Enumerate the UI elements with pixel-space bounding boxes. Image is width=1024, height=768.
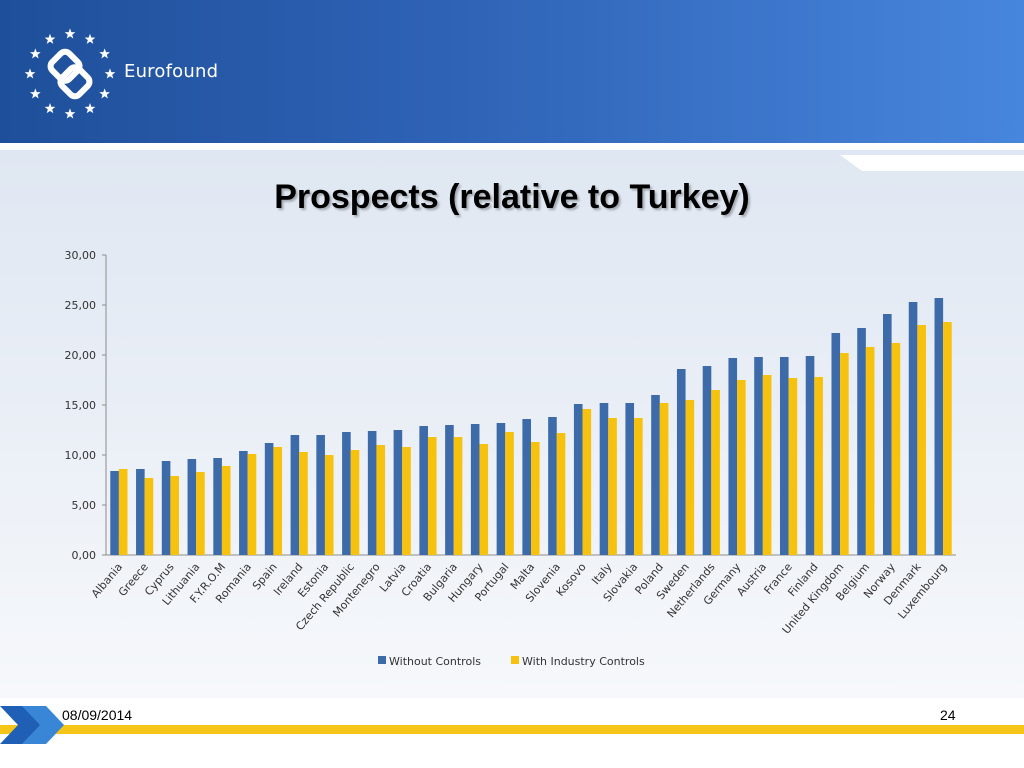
bar-with-industry-controls — [556, 433, 566, 555]
bar-with-industry-controls — [891, 343, 901, 555]
bar-without-controls — [316, 435, 325, 555]
bar-with-industry-controls — [582, 409, 592, 555]
bar-without-controls — [239, 451, 248, 555]
bar-with-industry-controls — [659, 403, 669, 555]
bar-without-controls — [573, 404, 583, 555]
legend-swatch — [511, 656, 519, 664]
bar-chart: 0,005,0010,0015,0020,0025,0030,00Albania… — [65, 249, 956, 668]
page-number: 24 — [940, 707, 956, 723]
bar-without-controls — [136, 469, 145, 555]
bar-without-controls — [625, 403, 635, 555]
bar-with-industry-controls — [170, 476, 179, 555]
bar-without-controls — [522, 419, 531, 555]
bar-with-industry-controls — [144, 478, 154, 555]
bar-without-controls — [883, 314, 892, 555]
logo-star-icon — [64, 108, 76, 119]
bar-with-industry-controls — [273, 447, 283, 555]
logo-star-icon — [30, 88, 41, 99]
bar-with-industry-controls — [376, 445, 386, 555]
bar-with-industry-controls — [402, 447, 411, 555]
bar-with-industry-controls — [840, 353, 849, 555]
bar-with-industry-controls — [505, 432, 514, 555]
bar-without-controls — [419, 426, 428, 555]
bar-without-controls — [779, 357, 789, 555]
y-tick-label: 0,00 — [72, 549, 97, 562]
eurofound-logo-icon — [24, 28, 116, 119]
bar-with-industry-controls — [788, 378, 798, 555]
bar-with-industry-controls — [221, 466, 231, 555]
logo-star-icon — [99, 88, 110, 99]
slide-content-area — [0, 150, 1024, 698]
bar-with-industry-controls — [479, 444, 489, 555]
bar-with-industry-controls — [299, 452, 308, 555]
legend-label: Without Controls — [389, 655, 481, 668]
y-tick-label: 10,00 — [65, 449, 97, 462]
logo-star-icon — [104, 68, 116, 79]
bar-without-controls — [290, 435, 300, 555]
bar-without-controls — [342, 432, 351, 555]
logo-star-icon — [24, 68, 36, 79]
footer-band — [0, 706, 1024, 744]
bar-without-controls — [393, 430, 403, 555]
bar-without-controls — [805, 356, 815, 555]
brand-name: Eurofound — [124, 61, 219, 82]
bar-with-industry-controls — [453, 437, 463, 555]
bar-without-controls — [599, 403, 609, 555]
bar-without-controls — [728, 358, 738, 555]
logo-star-icon — [84, 103, 96, 114]
bar-with-industry-controls — [350, 450, 360, 555]
logo-star-icon — [64, 28, 76, 39]
bar-without-controls — [445, 425, 454, 555]
y-tick-label: 20,00 — [65, 349, 97, 362]
bar-without-controls — [651, 395, 660, 555]
bar-with-industry-controls — [608, 418, 617, 555]
bar-with-industry-controls — [711, 390, 720, 555]
bar-without-controls — [934, 298, 944, 555]
bar-without-controls — [831, 333, 841, 555]
bar-with-industry-controls — [865, 347, 875, 555]
footer-date: 08/09/2014 — [62, 707, 133, 723]
bar-with-industry-controls — [247, 454, 257, 555]
logo-star-icon — [84, 33, 96, 44]
bar-with-industry-controls — [762, 375, 772, 555]
bar-without-controls — [702, 366, 712, 555]
logo-star-icon — [44, 103, 56, 114]
bar-without-controls — [548, 417, 557, 555]
bar-without-controls — [908, 302, 918, 555]
y-tick-label: 15,00 — [65, 399, 97, 412]
slide-title: Prospects (relative to Turkey) — [274, 178, 750, 216]
header-banner: Eurofound — [0, 0, 1024, 143]
bar-without-controls — [187, 459, 197, 555]
bar-without-controls — [496, 423, 506, 555]
logo-star-icon — [30, 48, 41, 59]
bar-without-controls — [754, 357, 763, 555]
bar-with-industry-controls — [634, 418, 643, 555]
bar-without-controls — [161, 461, 171, 555]
bar-with-industry-controls — [814, 377, 823, 555]
logo-star-icon — [99, 48, 110, 59]
legend-swatch — [378, 656, 386, 664]
bar-with-industry-controls — [685, 400, 695, 555]
bar-with-industry-controls — [943, 322, 952, 555]
bar-with-industry-controls — [196, 472, 205, 555]
y-tick-label: 25,00 — [65, 299, 97, 312]
bar-without-controls — [857, 328, 866, 555]
bar-with-industry-controls — [118, 469, 128, 555]
bar-without-controls — [367, 431, 377, 555]
bar-with-industry-controls — [917, 325, 926, 555]
bar-with-industry-controls — [427, 437, 437, 555]
y-tick-label: 5,00 — [72, 499, 97, 512]
bar-without-controls — [676, 369, 686, 555]
bar-without-controls — [213, 458, 222, 555]
bar-without-controls — [264, 443, 274, 555]
bar-without-controls — [110, 471, 119, 555]
bar-with-industry-controls — [737, 380, 746, 555]
bar-with-industry-controls — [531, 442, 540, 555]
logo-star-icon — [44, 33, 56, 44]
header-corner-tab — [840, 155, 1024, 171]
bar-without-controls — [470, 424, 480, 555]
legend-label: With Industry Controls — [522, 655, 645, 668]
bar-with-industry-controls — [324, 455, 334, 555]
y-tick-label: 30,00 — [65, 249, 97, 262]
